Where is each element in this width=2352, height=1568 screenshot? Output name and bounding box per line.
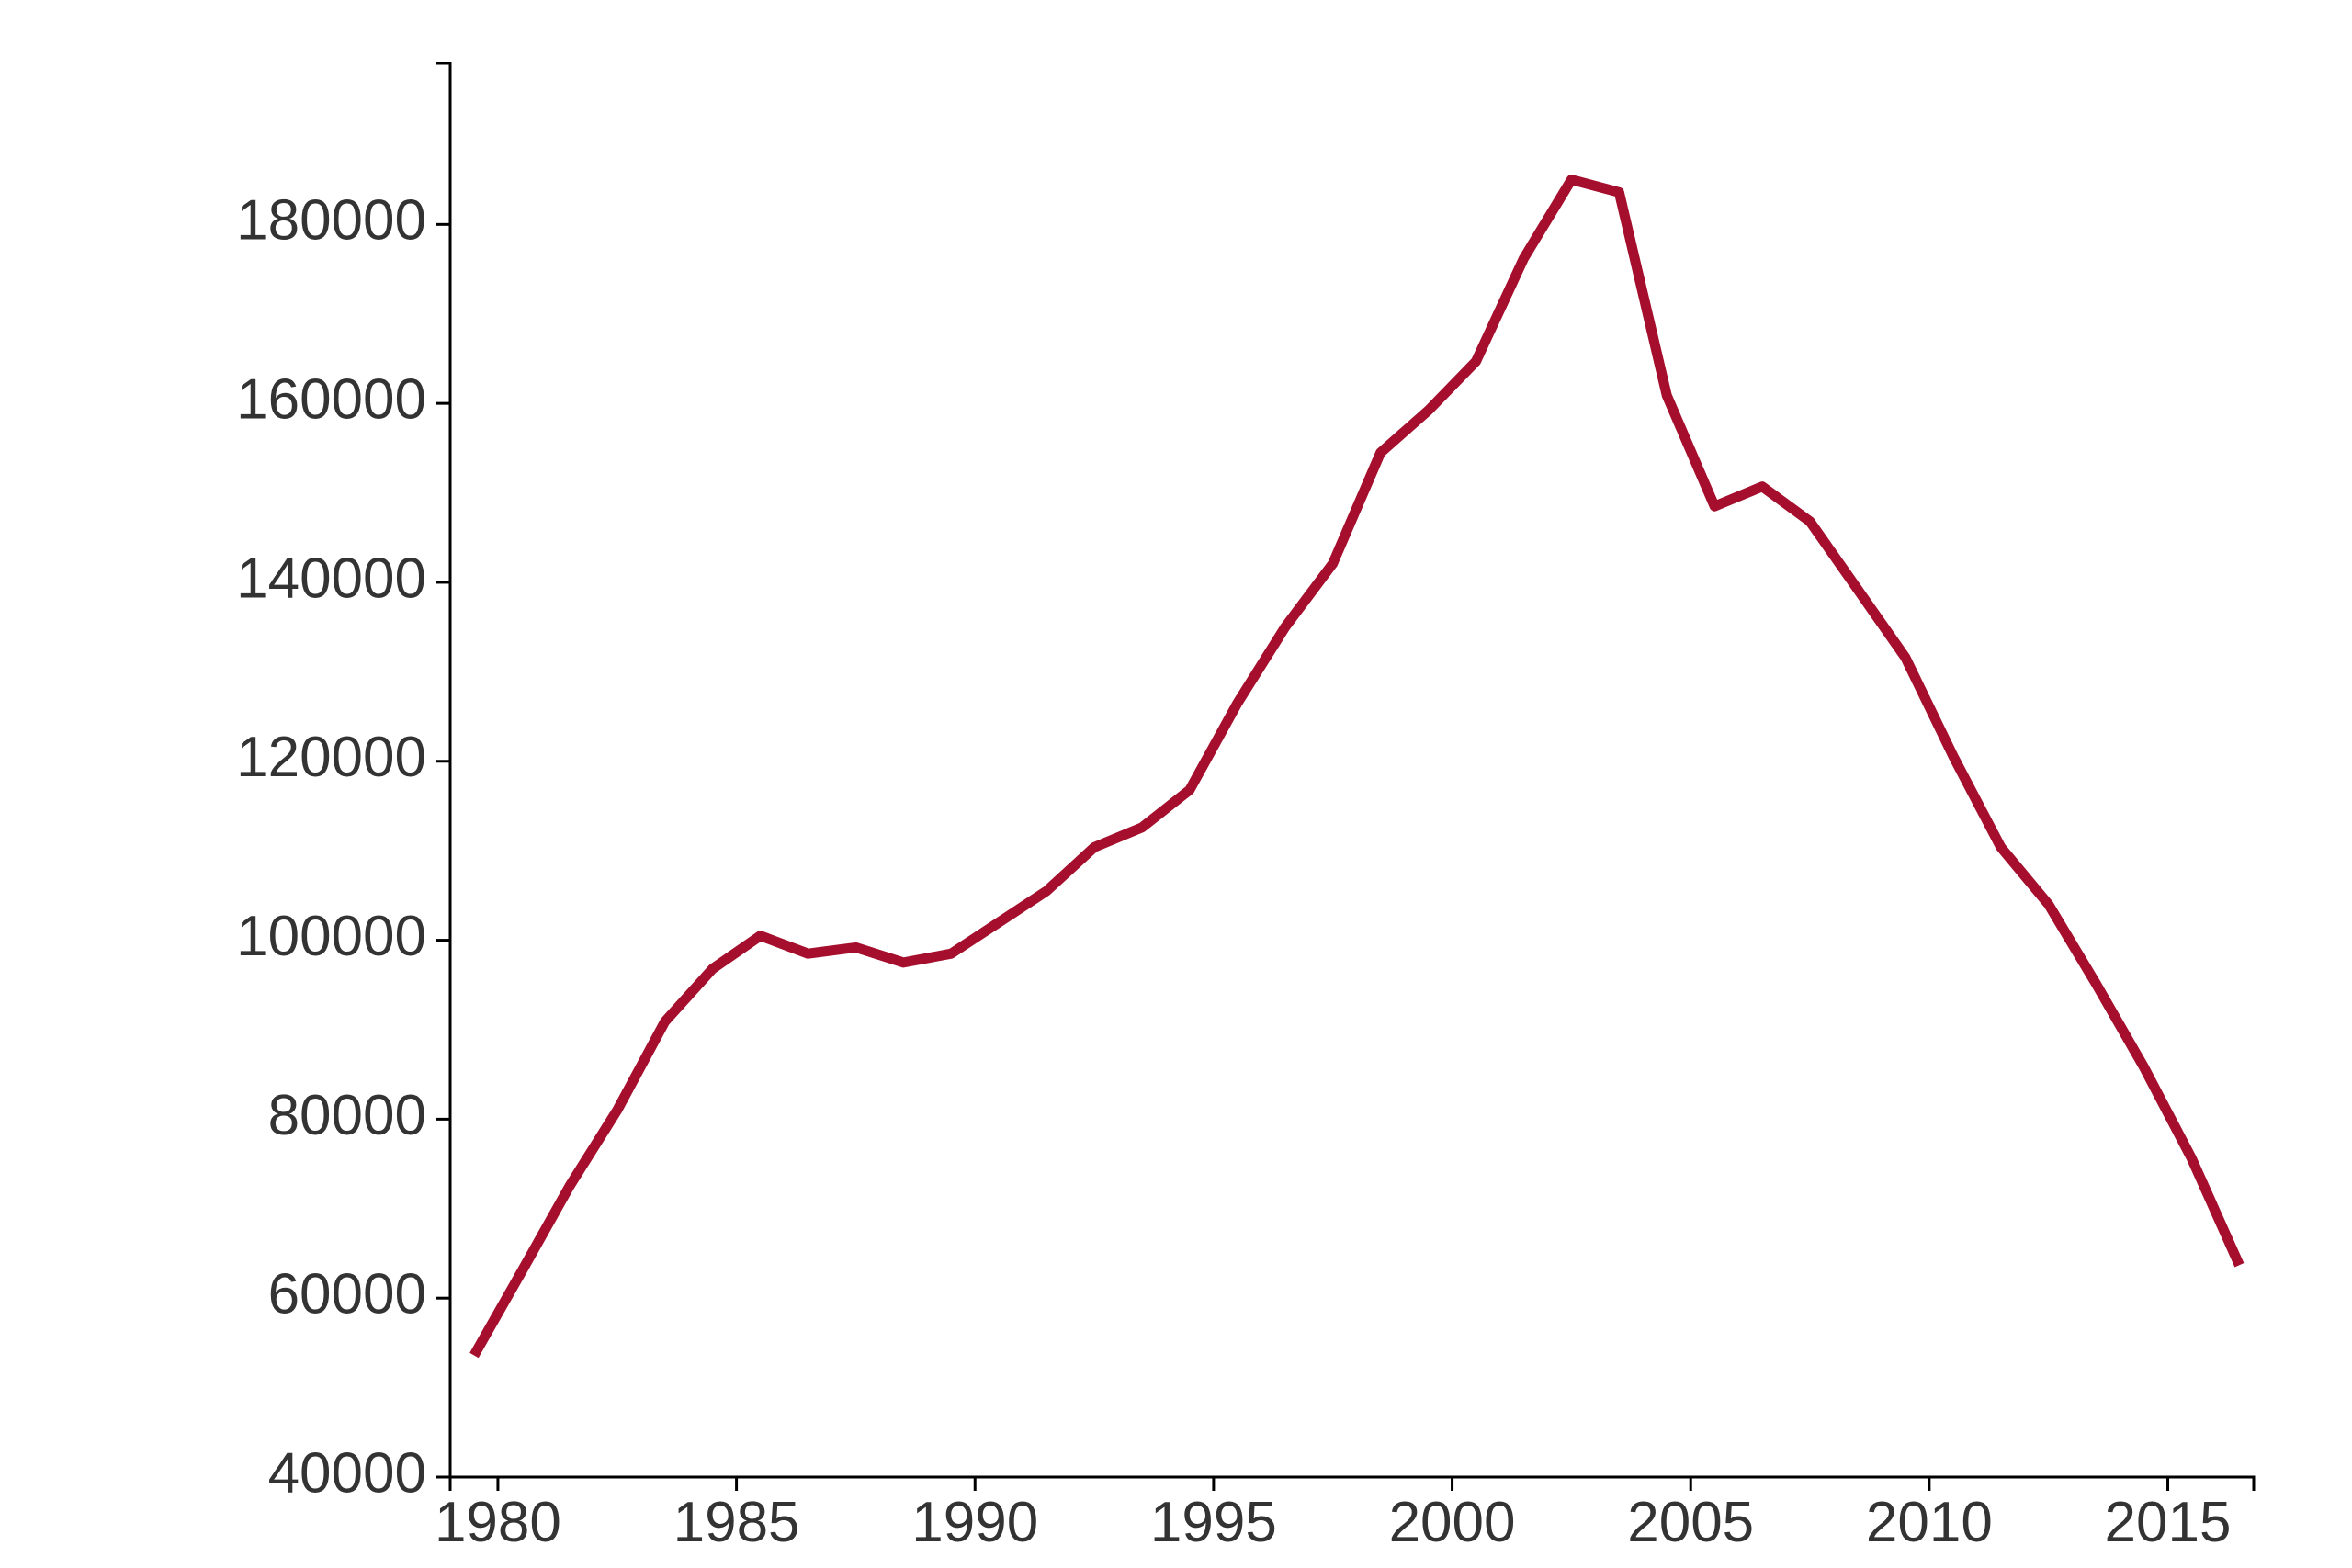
x-tick-label: 2015 (2105, 1491, 2232, 1554)
x-tick-label: 1990 (911, 1491, 1038, 1554)
x-tick-label: 1985 (673, 1491, 800, 1554)
x-tick-label: 1995 (1150, 1491, 1277, 1554)
y-tick-label: 60000 (268, 1263, 426, 1326)
y-axis (436, 62, 452, 1479)
y-tick-label: 100000 (236, 905, 426, 968)
line (469, 175, 2245, 1359)
x-tick-label: 1980 (435, 1491, 561, 1554)
y-tick-label: 40000 (268, 1441, 426, 1505)
x-axis (448, 1475, 2256, 1491)
x-tick-label: 2005 (1627, 1491, 1754, 1554)
y-tick-label: 140000 (236, 547, 426, 610)
y-tick-label: 80000 (268, 1084, 426, 1147)
y-tick-label: 120000 (236, 726, 426, 789)
y-tick-label: 160000 (236, 368, 426, 432)
y-tick-label: 180000 (236, 189, 426, 253)
x-tick-label: 2010 (1866, 1491, 1993, 1554)
x-tick-label: 2000 (1389, 1491, 1516, 1554)
